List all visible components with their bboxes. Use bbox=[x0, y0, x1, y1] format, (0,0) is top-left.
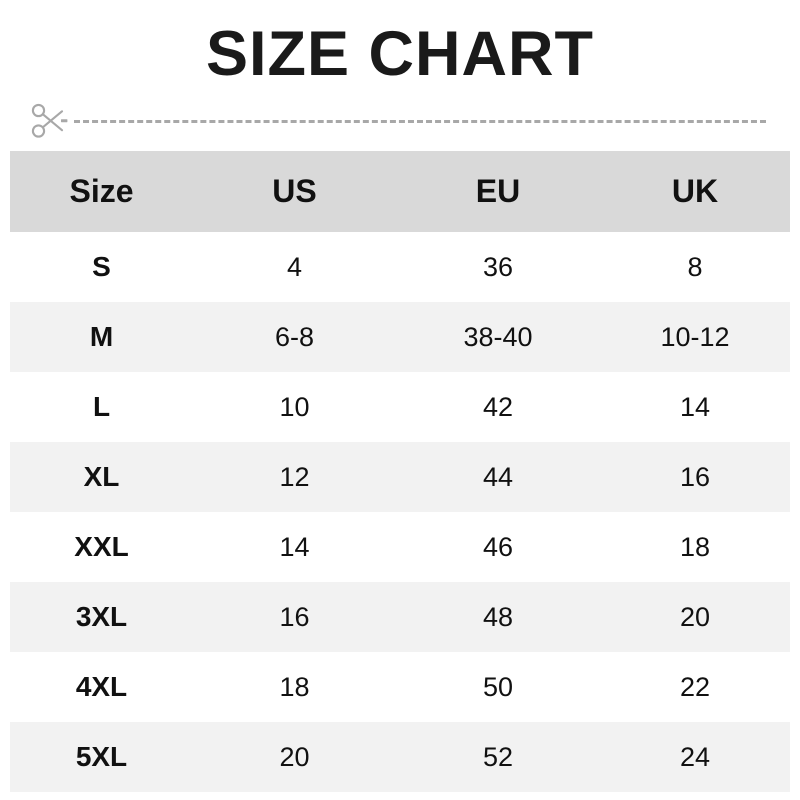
cell-eu: 50 bbox=[482, 671, 514, 702]
cell-size: 3XL bbox=[75, 601, 128, 632]
table-row: S 4 36 8 bbox=[10, 232, 790, 302]
dashed-cut-line bbox=[74, 120, 766, 123]
table-header-row: Size US EU UK bbox=[10, 151, 790, 232]
cell-eu: 42 bbox=[482, 391, 514, 422]
cell-us: 4 bbox=[286, 251, 303, 282]
scissors-icon bbox=[28, 100, 72, 142]
column-header-eu: EU bbox=[475, 173, 521, 209]
cell-size: XL bbox=[83, 461, 120, 492]
cell-size: XXL bbox=[74, 531, 129, 562]
cut-line bbox=[28, 100, 772, 142]
table-row: 3XL 16 48 20 bbox=[10, 582, 790, 652]
cell-uk: 18 bbox=[679, 531, 711, 562]
size-chart-table: Size US EU UK S 4 36 8 M 6-8 38-40 10-12… bbox=[10, 151, 790, 792]
column-header-uk: UK bbox=[671, 173, 719, 209]
page-title: SIZE CHART bbox=[206, 19, 594, 89]
cell-us: 10 bbox=[279, 391, 310, 422]
cell-size: 4XL bbox=[75, 671, 128, 702]
cell-uk: 8 bbox=[687, 251, 703, 282]
cell-size: M bbox=[89, 321, 114, 352]
cell-us: 18 bbox=[279, 671, 310, 702]
cell-eu: 48 bbox=[482, 601, 514, 632]
cell-size: S bbox=[92, 251, 111, 282]
table-row: XXL 14 46 18 bbox=[10, 512, 790, 582]
page-title-container: SIZE CHART bbox=[0, 19, 800, 89]
cell-uk: 10-12 bbox=[660, 321, 730, 352]
cell-eu: 46 bbox=[482, 531, 514, 562]
table-row: 4XL 18 50 22 bbox=[10, 652, 790, 722]
table-body: S 4 36 8 M 6-8 38-40 10-12 L 10 42 14 XL… bbox=[10, 232, 790, 792]
table-header: Size US EU UK bbox=[10, 151, 790, 232]
cell-eu: 44 bbox=[482, 461, 514, 492]
table-row: 5XL 20 52 24 bbox=[10, 722, 790, 792]
table-row: M 6-8 38-40 10-12 bbox=[10, 302, 790, 372]
column-header-size: Size bbox=[69, 173, 134, 209]
column-header-us: US bbox=[272, 173, 317, 209]
cell-size: 5XL bbox=[75, 741, 128, 772]
cell-us: 6-8 bbox=[274, 321, 315, 352]
cell-eu: 36 bbox=[482, 251, 514, 282]
cell-us: 20 bbox=[279, 741, 310, 772]
cell-size: L bbox=[92, 391, 111, 422]
cell-uk: 14 bbox=[679, 391, 711, 422]
cell-us: 14 bbox=[279, 531, 310, 562]
cell-uk: 20 bbox=[679, 601, 711, 632]
cell-uk: 22 bbox=[679, 671, 711, 702]
cell-us: 12 bbox=[279, 461, 310, 492]
cell-eu: 38-40 bbox=[463, 321, 533, 352]
table-row: XL 12 44 16 bbox=[10, 442, 790, 512]
cell-uk: 16 bbox=[679, 461, 711, 492]
table-row: L 10 42 14 bbox=[10, 372, 790, 442]
cell-eu: 52 bbox=[482, 741, 514, 772]
cell-us: 16 bbox=[279, 601, 310, 632]
cell-uk: 24 bbox=[679, 741, 711, 772]
